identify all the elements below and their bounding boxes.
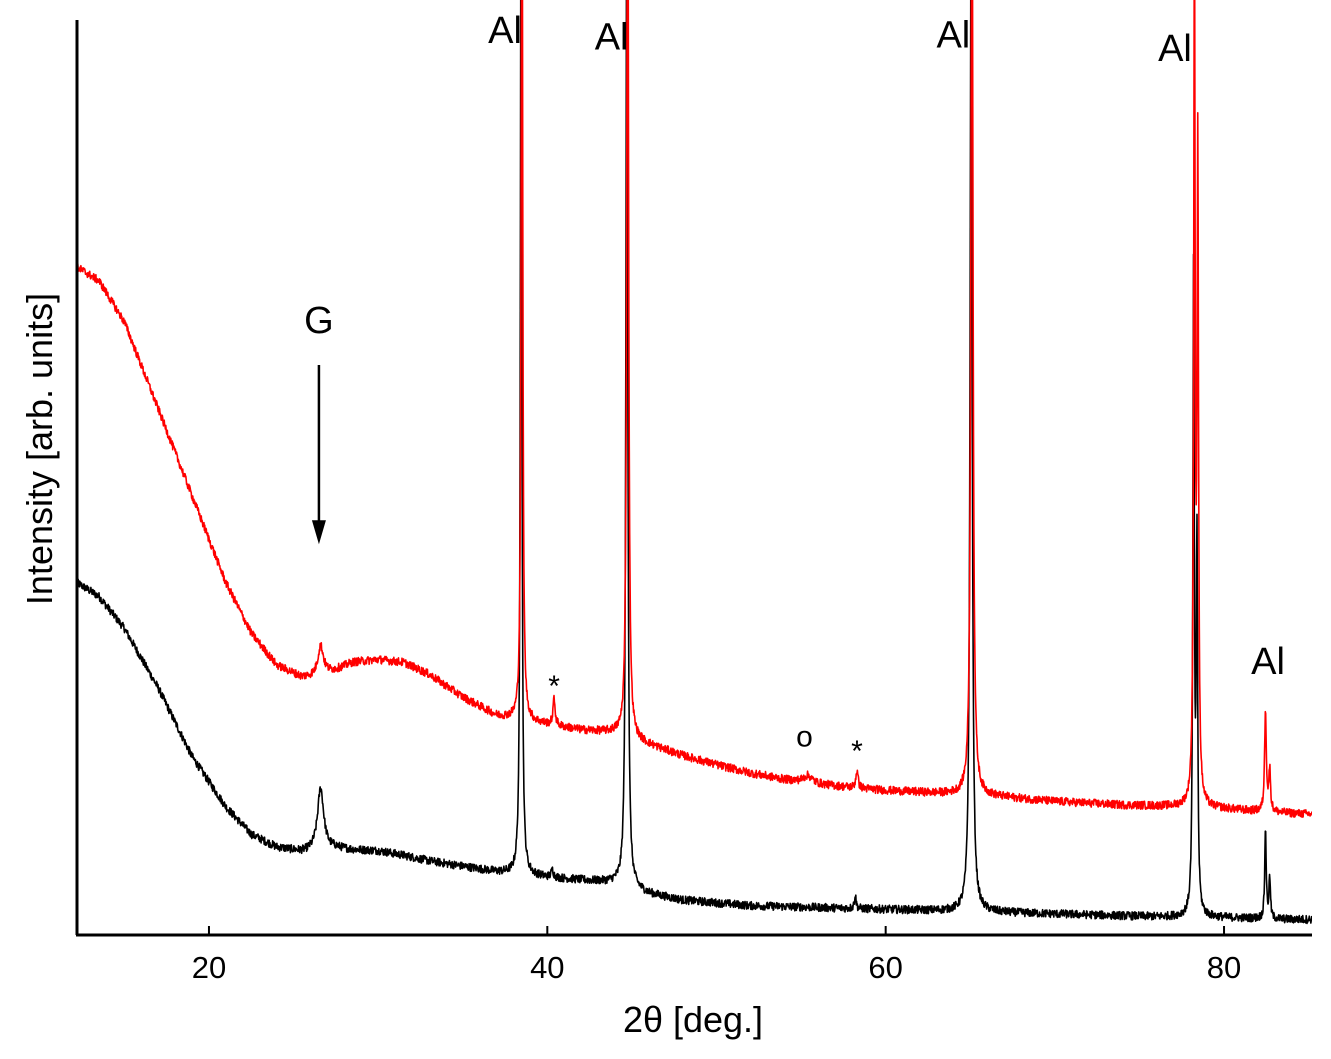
annotation-label: *	[851, 735, 863, 768]
axes	[75, 20, 1312, 937]
annotation-label: Al	[936, 14, 970, 56]
annotation-label: o	[796, 721, 813, 754]
annotation-label: G	[304, 300, 334, 342]
annotation-label: Al	[595, 16, 629, 58]
annotation-label: Al	[1251, 641, 1285, 683]
x-tick-label: 20	[192, 950, 226, 985]
series-layer	[76, 0, 1312, 925]
g-arrow-head	[311, 520, 326, 545]
y-axis-title: Intensity [arb. units]	[19, 293, 60, 605]
annotation-label: *	[548, 670, 560, 703]
x-axis-title: 2θ [deg.]	[623, 999, 763, 1040]
annotations: Al Al Al Al Al G * o *	[304, 10, 1285, 768]
red-trace-line	[76, 0, 1312, 818]
x-tick-label: 40	[530, 950, 564, 985]
x-ticks: 20 40 60 80	[192, 926, 1241, 985]
black-trace-line	[76, 0, 1312, 925]
x-tick-label: 60	[868, 950, 902, 985]
annotation-label: Al	[488, 10, 522, 52]
x-tick-label: 80	[1207, 950, 1241, 985]
annotation-label: Al	[1158, 28, 1192, 70]
